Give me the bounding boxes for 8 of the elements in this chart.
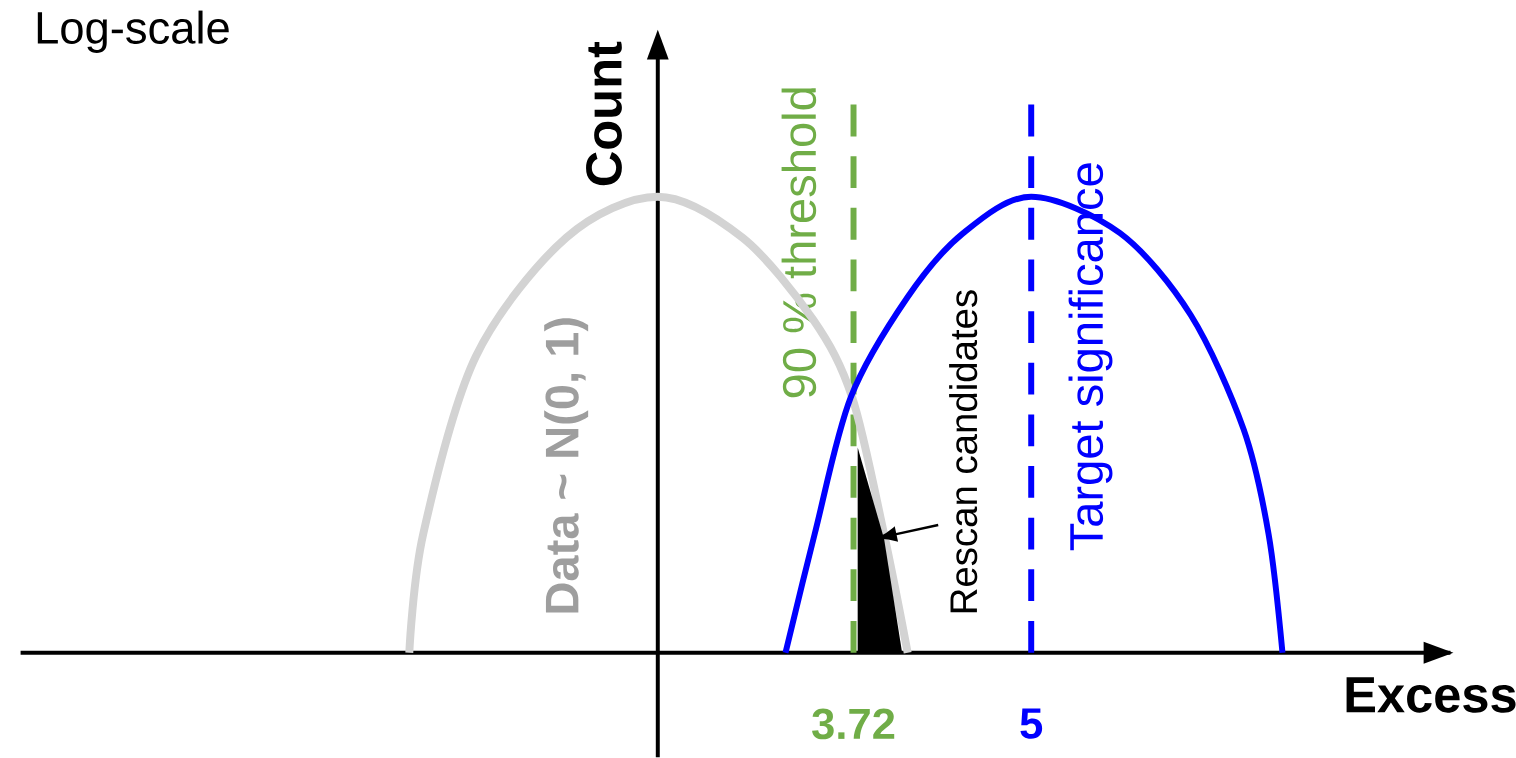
text: Log-scale [37, 10, 229, 54]
ref-line-label: Target significance [1068, 163, 1113, 551]
x-tick-label: 5 [1020, 708, 1043, 740]
text: Data ~ N(0, 1) [544, 318, 589, 613]
y-axis-title: Count [586, 41, 622, 186]
text: Rescan candidates [949, 290, 978, 613]
x-axis-title: Excess [1346, 677, 1516, 713]
x-tick-label: 3.72 [812, 708, 895, 740]
